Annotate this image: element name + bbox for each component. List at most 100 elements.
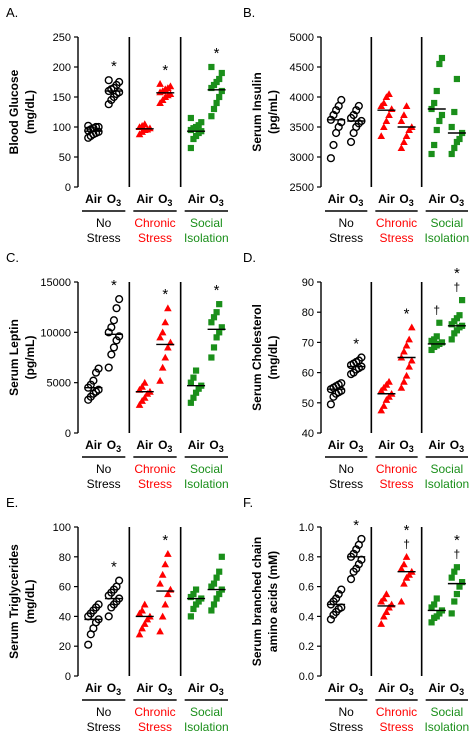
- group-name: Stress: [329, 720, 363, 734]
- data-point: [402, 371, 411, 379]
- panel-label: B.: [243, 5, 255, 20]
- data-point: [140, 378, 149, 386]
- data-point: [385, 111, 393, 119]
- data-point: [166, 82, 175, 90]
- data-point: [337, 118, 346, 127]
- group-name: Isolation: [184, 720, 229, 734]
- data-point: [387, 105, 396, 113]
- data-point: [161, 318, 170, 326]
- x-label-o3: O3: [399, 192, 413, 208]
- data-point: [405, 335, 413, 343]
- y-axis-label: Serum Cholesterol: [250, 304, 264, 411]
- data-point: [346, 137, 356, 147]
- data-point: [164, 304, 172, 312]
- y-axis-label: Serum Triglycerides: [7, 544, 21, 659]
- y-tick-label: 0: [65, 671, 71, 683]
- data-point: [380, 99, 388, 107]
- data-point: [140, 620, 149, 627]
- data-point: [84, 121, 93, 130]
- data-point: [397, 383, 406, 391]
- data-point: [216, 93, 223, 101]
- data-point: [459, 297, 466, 304]
- data-point: [156, 627, 164, 635]
- data-point: [400, 138, 408, 146]
- group-name: No: [96, 462, 112, 476]
- data-point: [400, 347, 408, 355]
- significance-star: *: [162, 532, 168, 549]
- data-point: [400, 579, 408, 587]
- data-point: [448, 150, 455, 158]
- data-point: [112, 304, 121, 313]
- data-point: [104, 363, 113, 372]
- y-axis-label: Blood Glucose: [7, 69, 21, 154]
- data-point: [407, 323, 416, 331]
- data-point: [456, 135, 463, 143]
- data-point: [400, 560, 408, 568]
- y-axis-label: (mg/dL): [23, 580, 37, 624]
- data-point: [107, 323, 116, 332]
- x-label-air: Air: [428, 681, 445, 695]
- y-tick-label: 0.8: [299, 552, 314, 564]
- data-point: [438, 54, 446, 62]
- data-point: [94, 600, 103, 609]
- data-point: [337, 379, 346, 388]
- significance-star: *: [111, 559, 117, 576]
- data-point: [115, 295, 124, 304]
- y-tick-label: 1.0: [299, 522, 314, 534]
- data-point: [402, 341, 411, 349]
- group-name: Stress: [138, 231, 172, 245]
- data-point: [158, 612, 167, 620]
- data-point: [156, 80, 164, 87]
- x-label-o3: O3: [399, 681, 413, 697]
- y-tick-label: 250: [53, 32, 71, 44]
- data-point: [402, 132, 411, 140]
- group-name: Chronic: [376, 216, 417, 230]
- data-point: [109, 343, 119, 352]
- y-tick-label: 40: [59, 611, 71, 623]
- data-point: [138, 624, 146, 632]
- data-point: [91, 368, 101, 377]
- group-name: No: [338, 705, 354, 719]
- data-point: [216, 75, 223, 83]
- data-point: [451, 144, 458, 152]
- data-point: [385, 377, 393, 385]
- y-tick-label: 50: [302, 398, 314, 410]
- data-point: [337, 95, 346, 105]
- y-tick-label: 5000: [290, 32, 314, 44]
- group-name: No: [96, 705, 112, 719]
- group-name: Stress: [138, 477, 172, 491]
- significance-star: *: [111, 58, 117, 75]
- data-point: [453, 564, 460, 571]
- x-label-air: Air: [188, 681, 205, 695]
- x-label-air: Air: [136, 438, 153, 452]
- data-point: [436, 117, 443, 125]
- group-name: Isolation: [184, 231, 229, 245]
- group-name: Stress: [138, 720, 172, 734]
- x-label-air: Air: [136, 681, 153, 695]
- data-point: [357, 534, 366, 544]
- panel-label: D.: [243, 250, 256, 265]
- data-point: [140, 600, 149, 608]
- x-label-air: Air: [188, 438, 205, 452]
- y-tick-label: 5000: [47, 378, 71, 390]
- data-point: [192, 367, 200, 374]
- data-point: [94, 385, 103, 394]
- data-point: [91, 122, 101, 132]
- y-tick-label: 0.4: [299, 611, 314, 623]
- significance-star: *: [214, 45, 220, 62]
- data-point: [329, 140, 338, 150]
- y-tick-label: 3500: [290, 122, 314, 134]
- y-tick-label: 150: [53, 92, 71, 104]
- x-label-o3: O3: [107, 192, 121, 208]
- group-name: Isolation: [424, 720, 469, 734]
- data-point: [104, 100, 113, 109]
- data-point: [433, 333, 440, 340]
- data-point: [218, 69, 225, 77]
- data-point: [164, 590, 172, 598]
- data-point: [448, 574, 455, 581]
- data-point: [115, 88, 124, 97]
- y-tick-label: 100: [53, 122, 71, 134]
